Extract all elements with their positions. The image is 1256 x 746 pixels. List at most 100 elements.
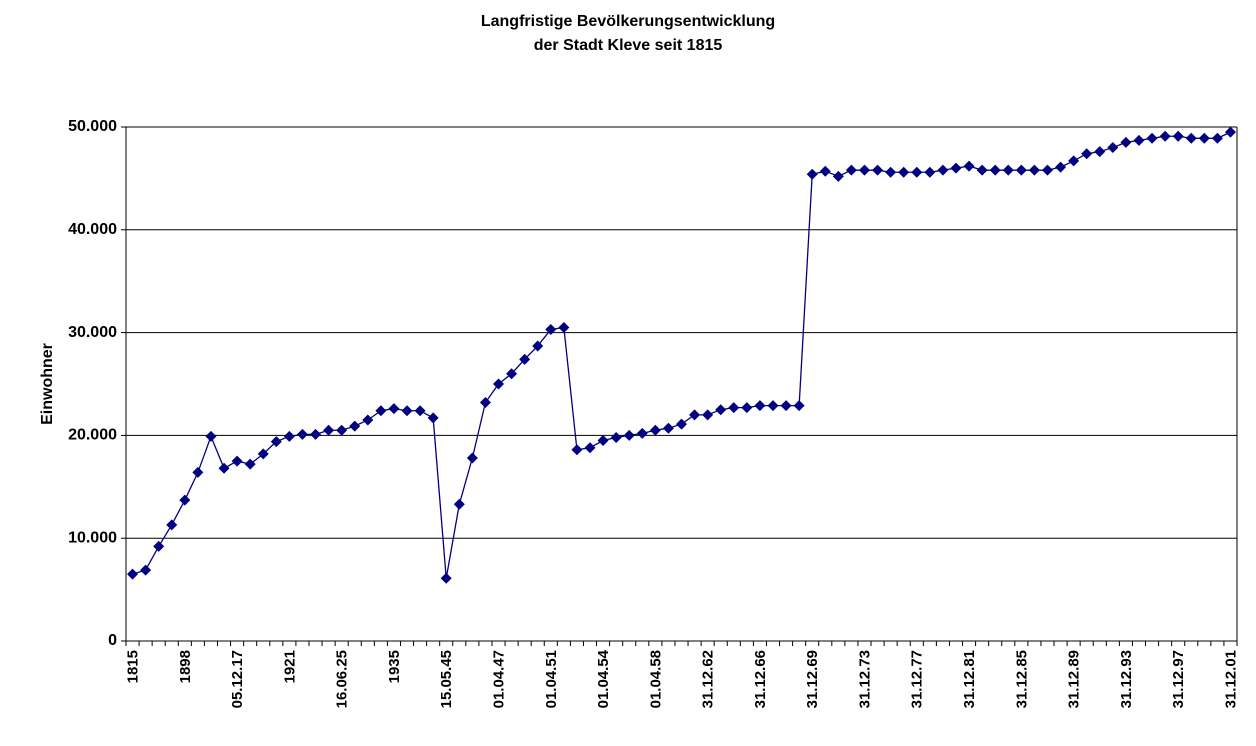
data-point xyxy=(1133,134,1145,146)
x-tick-label: 16.06.25 xyxy=(334,650,351,708)
data-point xyxy=(401,405,413,417)
x-tick-label: 31.12.81 xyxy=(961,650,978,708)
y-tick-label: 30.000 xyxy=(68,324,117,341)
data-point xyxy=(702,409,714,421)
x-tick-label: 1921 xyxy=(281,650,298,683)
data-point xyxy=(636,427,648,439)
data-point xyxy=(1002,164,1014,176)
data-point xyxy=(937,164,949,176)
data-point xyxy=(1028,164,1040,176)
x-tick-label: 31.12.85 xyxy=(1013,650,1030,708)
data-point xyxy=(388,403,400,415)
data-point xyxy=(584,442,596,454)
data-point xyxy=(362,414,374,426)
data-point xyxy=(597,435,609,447)
series-line xyxy=(132,131,1231,579)
x-tick-label: 01.04.58 xyxy=(647,650,664,708)
x-tick-label: 31.12.97 xyxy=(1170,650,1187,708)
data-point xyxy=(924,166,936,178)
data-point xyxy=(676,418,687,430)
x-tick-label: 15.05.45 xyxy=(438,650,455,708)
data-point xyxy=(414,405,426,417)
x-tick-label: 01.04.51 xyxy=(543,650,560,708)
x-tick-label: 31.12.69 xyxy=(804,650,821,708)
x-tick-label: 31.12.62 xyxy=(700,650,717,708)
data-point xyxy=(545,324,557,336)
data-point xyxy=(179,494,191,506)
data-point xyxy=(296,428,308,440)
x-tick-label: 1935 xyxy=(386,650,403,683)
data-point xyxy=(1068,155,1080,167)
data-point xyxy=(976,164,988,176)
data-point xyxy=(741,402,753,414)
x-tick-label: 31.12.89 xyxy=(1066,650,1083,708)
data-point xyxy=(257,448,269,460)
data-point xyxy=(898,166,910,178)
data-point xyxy=(649,424,661,436)
data-point xyxy=(231,455,243,467)
chart-subtitle: der Stadt Kleve seit 1815 xyxy=(534,37,723,54)
data-point xyxy=(780,400,792,412)
data-point xyxy=(610,431,622,443)
data-point xyxy=(506,368,518,380)
x-tick-label: 01.04.47 xyxy=(490,650,507,708)
data-point xyxy=(323,424,335,436)
data-point xyxy=(1198,132,1210,144)
data-point xyxy=(153,540,165,552)
data-point xyxy=(310,428,322,440)
y-axis-label: Einwohner xyxy=(39,343,56,425)
data-point xyxy=(375,405,387,417)
data-point xyxy=(715,404,727,416)
data-point xyxy=(806,168,818,180)
data-point xyxy=(728,402,740,414)
data-point xyxy=(558,321,570,333)
data-point xyxy=(1172,130,1184,142)
y-tick-label: 40.000 xyxy=(68,221,117,238)
x-tick-label: 1815 xyxy=(125,650,142,683)
data-point xyxy=(1146,132,1158,144)
data-point xyxy=(858,164,870,176)
x-tick-label: 31.12.77 xyxy=(909,650,926,708)
data-point xyxy=(427,412,439,424)
data-point xyxy=(519,353,531,365)
data-point xyxy=(1211,132,1223,144)
data-point xyxy=(767,400,779,412)
x-tick-label: 31.12.01 xyxy=(1222,650,1239,708)
data-point xyxy=(493,378,505,390)
y-tick-label: 50.000 xyxy=(68,118,117,135)
x-tick-label: 1898 xyxy=(177,650,194,683)
data-point xyxy=(244,458,256,470)
y-tick-label: 0 xyxy=(108,632,117,649)
data-point xyxy=(140,564,152,576)
data-point xyxy=(1041,164,1053,176)
data-point xyxy=(754,400,766,412)
data-point xyxy=(950,162,962,174)
data-point xyxy=(662,422,674,434)
data-point xyxy=(1159,130,1171,142)
data-point xyxy=(466,452,478,464)
data-point xyxy=(1055,161,1067,173)
data-point xyxy=(440,572,452,584)
y-tick-label: 20.000 xyxy=(68,427,117,444)
data-point xyxy=(283,430,295,442)
data-point xyxy=(689,409,701,421)
chart-title: Langfristige Bevölkerungsentwicklung xyxy=(481,13,775,30)
x-tick-label: 05.12.17 xyxy=(229,650,246,708)
data-point xyxy=(623,429,635,441)
data-point xyxy=(832,170,844,182)
x-tick-label: 31.12.93 xyxy=(1118,650,1135,708)
data-point xyxy=(205,430,217,442)
data-point xyxy=(963,160,975,172)
data-point xyxy=(819,165,831,177)
y-tick-label: 10.000 xyxy=(68,529,117,546)
data-point xyxy=(1081,148,1093,160)
x-tick-label: 01.04.54 xyxy=(595,649,612,708)
data-point xyxy=(127,568,139,580)
data-point xyxy=(192,466,204,478)
x-tick-label: 31.12.73 xyxy=(856,650,873,708)
data-point xyxy=(1094,146,1106,158)
data-point xyxy=(1107,142,1119,154)
data-point xyxy=(911,166,923,178)
